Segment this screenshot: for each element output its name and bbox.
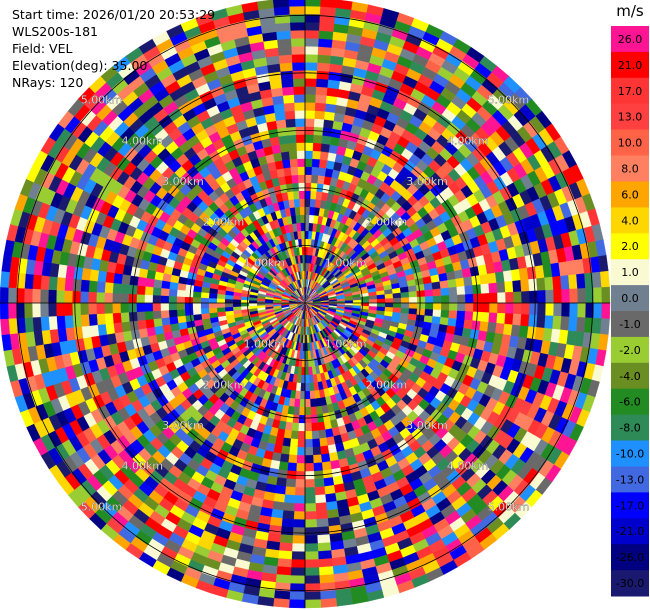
colorbar-tick-label: 6.0 — [621, 188, 639, 201]
colorbar-tick-label: -6.0 — [619, 396, 640, 409]
scan-info: Start time: 2026/01/20 20:53:29 WLS200s-… — [12, 6, 215, 91]
colorbar-tick-label: 13.0 — [618, 111, 643, 124]
radar-cells — [0, 0, 611, 609]
colorbar-tick-label: 17.0 — [618, 85, 643, 98]
colorbar-tick-label: 21.0 — [618, 59, 643, 72]
site-label: WLS200s-181 — [12, 24, 98, 39]
colorbar-tick-label: -1.0 — [619, 318, 640, 331]
colorbar-unit: m/s — [616, 2, 644, 20]
colorbar-tick-label: 4.0 — [621, 214, 639, 227]
field-label: Field: VEL — [12, 41, 73, 56]
colorbar-tick-label: -2.0 — [619, 344, 640, 357]
start-time-label: Start time: 2026/01/20 20:53:29 — [12, 7, 216, 22]
colorbar-tick-label: 8.0 — [621, 163, 639, 176]
colorbar-tick-label: 26.0 — [618, 33, 643, 46]
colorbar-tick-label: -13.0 — [616, 473, 644, 486]
colorbar-tick-label: 0.0 — [621, 292, 639, 305]
colorbar-tick-label: 2.0 — [621, 240, 639, 253]
colorbar-tick-label: -17.0 — [616, 499, 644, 512]
colorbar-tick-label: -10.0 — [616, 448, 644, 461]
colorbar-tick-label: 10.0 — [618, 137, 643, 150]
colorbar-tick-label: -8.0 — [619, 422, 640, 435]
elevation-label: Elevation(deg): 35.00 — [12, 58, 148, 73]
radar-cell — [320, 0, 338, 8]
nrays-label: NRays: 120 — [12, 75, 84, 90]
colorbar-tick-label: -26.0 — [616, 551, 644, 564]
colorbar-tick-label: -21.0 — [616, 525, 644, 538]
colorbar-tick-label: 1.0 — [621, 266, 639, 279]
colorbar-tick-label: -4.0 — [619, 370, 640, 383]
colorbar-tick-label: -30.0 — [616, 577, 644, 590]
